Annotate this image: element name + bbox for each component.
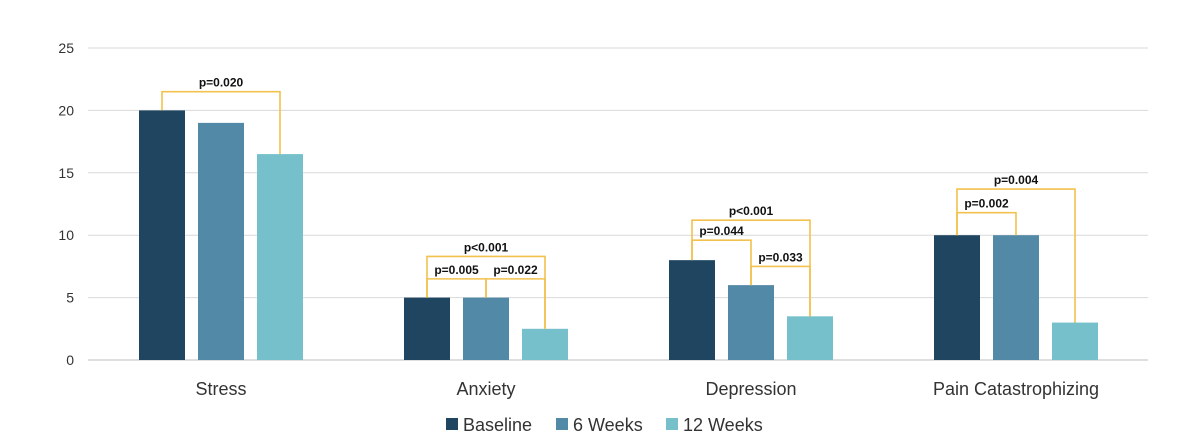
- legend-item: 6 Weeks: [556, 415, 643, 435]
- bar: [728, 285, 774, 360]
- significance-bracket: [956, 211, 1017, 236]
- significance-bracket: [426, 255, 546, 329]
- bar: [934, 235, 980, 360]
- legend-item: 12 Weeks: [666, 415, 763, 435]
- bar: [139, 110, 185, 361]
- p-value-label: p=0.002: [964, 197, 1009, 211]
- bar: [463, 297, 509, 360]
- y-tick-label: 25: [58, 40, 74, 56]
- bar: [993, 235, 1039, 360]
- significance-bracket: [426, 278, 487, 298]
- legend: Baseline 6 Weeks 12 Weeks: [446, 415, 763, 435]
- bar: [669, 260, 715, 360]
- y-tick-label: 15: [58, 165, 74, 181]
- legend-item: Baseline: [446, 415, 532, 435]
- category-label: Anxiety: [456, 379, 515, 399]
- p-value-label: p<0.001: [729, 204, 774, 218]
- y-tick-label: 0: [66, 352, 74, 368]
- legend-swatch: [556, 418, 568, 430]
- bar: [198, 122, 244, 360]
- bar: [522, 328, 568, 360]
- significance-bracket: [161, 90, 281, 155]
- p-value-label: p=0.022: [493, 263, 538, 277]
- y-tick-label: 10: [58, 227, 74, 243]
- bar: [404, 297, 450, 360]
- y-tick-label: 5: [66, 290, 74, 306]
- x-axis-categories: Stress Anxiety Depression Pain Catastrophiz…: [195, 379, 1099, 399]
- category-label: Pain Catastrophizing: [933, 379, 1099, 399]
- y-axis-ticks: 0 5 10 15 20 25: [58, 40, 74, 368]
- significance-brackets: p=0.020 p=0.005 p=0.022 p<0.001 p=0.044 p=0.0…: [161, 76, 1076, 329]
- legend-label: Baseline: [463, 415, 532, 435]
- bar: [257, 154, 303, 360]
- bar: [1052, 322, 1098, 360]
- p-value-label: p<0.001: [464, 240, 509, 254]
- category-label: Depression: [705, 379, 796, 399]
- significance-bracket: [691, 219, 811, 317]
- legend-swatch: [666, 418, 678, 430]
- bar: [787, 316, 833, 360]
- legend-label: 6 Weeks: [573, 415, 643, 435]
- y-tick-label: 20: [58, 102, 74, 118]
- p-value-label: p=0.005: [434, 263, 479, 277]
- legend-label: 12 Weeks: [683, 415, 763, 435]
- p-value-label: p=0.044: [699, 224, 744, 238]
- p-value-label: p=0.004: [994, 173, 1039, 187]
- p-value-label: p=0.033: [758, 250, 803, 264]
- bars: [139, 110, 1098, 361]
- p-value-label: p=0.020: [199, 76, 244, 90]
- legend-swatch: [446, 418, 458, 430]
- significance-bracket: [956, 188, 1076, 323]
- category-label: Stress: [195, 379, 246, 399]
